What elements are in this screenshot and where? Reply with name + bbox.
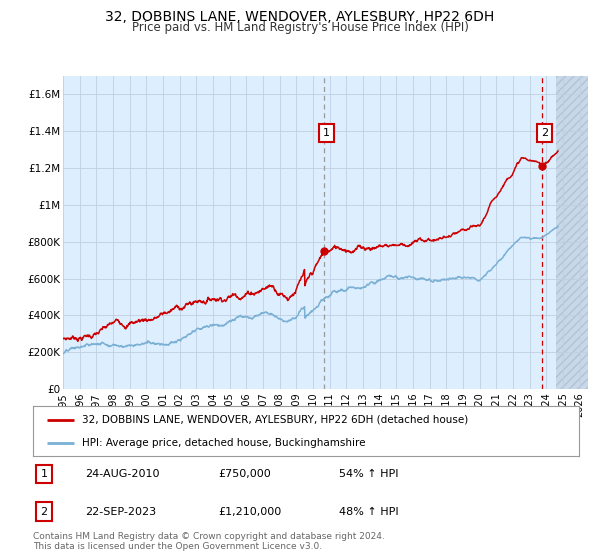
Text: 32, DOBBINS LANE, WENDOVER, AYLESBURY, HP22 6DH: 32, DOBBINS LANE, WENDOVER, AYLESBURY, H… <box>106 10 494 24</box>
Text: 2: 2 <box>40 507 47 517</box>
Bar <box>63 76 556 389</box>
Text: 32, DOBBINS LANE, WENDOVER, AYLESBURY, HP22 6DH (detached house): 32, DOBBINS LANE, WENDOVER, AYLESBURY, H… <box>82 414 469 424</box>
Text: 48% ↑ HPI: 48% ↑ HPI <box>339 507 398 517</box>
Bar <box>556 76 588 389</box>
Text: This data is licensed under the Open Government Licence v3.0.: This data is licensed under the Open Gov… <box>33 542 322 550</box>
Text: HPI: Average price, detached house, Buckinghamshire: HPI: Average price, detached house, Buck… <box>82 438 365 448</box>
Text: Price paid vs. HM Land Registry's House Price Index (HPI): Price paid vs. HM Land Registry's House … <box>131 21 469 34</box>
Text: £1,210,000: £1,210,000 <box>218 507 282 517</box>
Text: 2: 2 <box>541 128 548 138</box>
Text: 24-AUG-2010: 24-AUG-2010 <box>85 469 160 479</box>
Text: Contains HM Land Registry data © Crown copyright and database right 2024.: Contains HM Land Registry data © Crown c… <box>33 532 385 541</box>
Text: 54% ↑ HPI: 54% ↑ HPI <box>339 469 398 479</box>
Text: 1: 1 <box>323 128 330 138</box>
Text: 22-SEP-2023: 22-SEP-2023 <box>85 507 156 517</box>
Text: £750,000: £750,000 <box>218 469 271 479</box>
Text: 1: 1 <box>40 469 47 479</box>
